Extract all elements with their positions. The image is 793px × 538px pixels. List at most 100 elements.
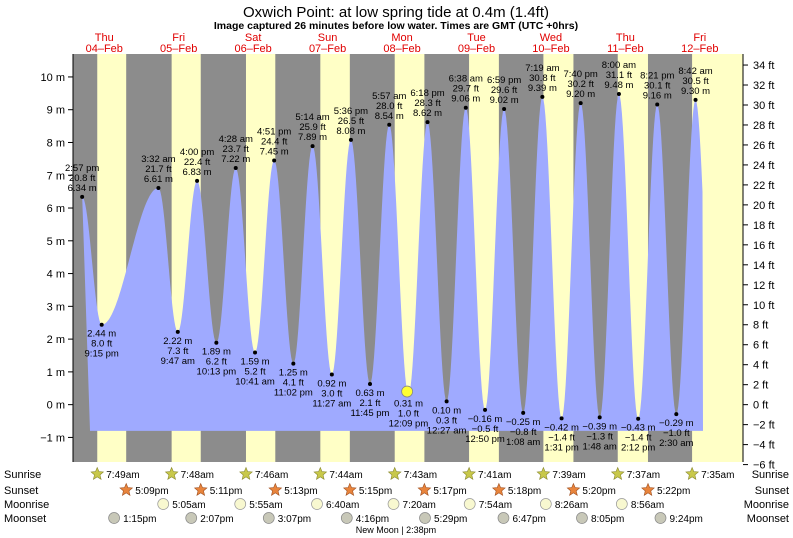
left-tick-label: 5 m (47, 236, 65, 248)
moonset-time: 6:47pm (512, 514, 545, 525)
moonset-time: 4:16pm (356, 514, 389, 525)
right-tick-label: 18 ft (753, 220, 774, 232)
moonrise-icon (311, 498, 323, 510)
moonset-icon (419, 512, 431, 524)
day-of-week: Fri (172, 32, 185, 44)
low-tide-metres: −0.42 m (544, 422, 579, 433)
row-label-left-sunrise: Sunrise (4, 469, 41, 481)
moonset-time: 2:07pm (200, 514, 233, 525)
right-tick-label: 32 ft (753, 80, 774, 92)
sunset-icon (342, 482, 357, 496)
right-tick-label: 26 ft (753, 140, 774, 152)
high-tide-time: 5:14 am (295, 112, 329, 123)
low-tide-metres: 0.31 m (394, 398, 423, 409)
sunrise-icon (90, 466, 105, 480)
sunrise-icon (313, 466, 328, 480)
sunset-icon (641, 482, 655, 496)
high-tide-feet: 28.3 ft (414, 98, 441, 109)
low-tide-feet: 1.0 ft (398, 408, 419, 419)
high-tide-feet: 30.1 ft (644, 80, 671, 91)
high-tide-metres: 9.48 m (604, 80, 633, 91)
right-tick-label: 8 ft (753, 320, 768, 332)
day-date: 06–Feb (234, 43, 271, 55)
tide-extreme-point (578, 101, 583, 106)
moonset-icon (497, 512, 510, 524)
sunset-icon (268, 482, 283, 496)
high-tide-feet: 21.7 ft (145, 164, 172, 175)
high-tide-feet: 22.4 ft (184, 157, 211, 168)
tide-curve-layer (82, 94, 703, 431)
high-tide-feet: 29.7 ft (453, 84, 480, 95)
tide-extreme-point (636, 416, 641, 421)
tide-extreme-point (348, 137, 353, 142)
tide-extreme-point (99, 322, 104, 327)
tide-extreme-point (310, 144, 315, 149)
day-of-week: Thu (95, 32, 114, 44)
tide-extreme-point (559, 416, 564, 421)
high-tide-feet: 26.5 ft (338, 116, 365, 127)
right-tick-label: 16 ft (753, 240, 774, 252)
low-tide-metres: 0.10 m (432, 405, 461, 416)
sunrise-time: 7:48am (181, 470, 214, 481)
day-date: 07–Feb (309, 43, 346, 55)
day-of-week: Sun (318, 32, 338, 44)
high-tide-metres: 8.62 m (413, 108, 442, 119)
tide-extreme-point (674, 412, 679, 417)
day-headers: Thu04–FebFri05–FebSat06–FebSun07–FebMon0… (86, 32, 719, 55)
low-tide-time: 1:31 pm (544, 442, 578, 453)
high-tide-metres: 9.06 m (451, 94, 480, 105)
moonset-icon (576, 512, 588, 524)
high-tide-time: 6:18 pm (410, 88, 444, 99)
sunset-time: 5:18pm (508, 486, 541, 497)
moonrise-icon (615, 498, 628, 510)
high-tide-time: 8:00 am (602, 60, 636, 71)
row-label-left-moonrise: Moonrise (4, 499, 49, 511)
low-tide-feet: −1.3 ft (586, 431, 613, 442)
right-tick-label: 22 ft (753, 180, 774, 192)
low-tide-time: 2:12 pm (621, 443, 655, 454)
sunrise-icon (462, 466, 476, 480)
high-tide-metres: 9.02 m (490, 95, 519, 106)
high-tide-metres: 9.20 m (566, 89, 595, 100)
right-tick-label: −4 ft (753, 440, 775, 452)
sunset-icon (119, 482, 134, 496)
tide-extreme-point (540, 94, 545, 99)
low-tide-time: 12:09 pm (389, 418, 429, 429)
low-tide-time: 9:47 am (161, 356, 195, 367)
day-of-week: Sat (245, 32, 262, 44)
moonset-icon (654, 512, 667, 524)
tide-extreme-point (444, 399, 449, 404)
tide-extreme-point (214, 340, 219, 345)
day-of-week: Wed (540, 32, 562, 44)
day-of-week: Mon (391, 32, 412, 44)
low-tide-feet: 5.2 ft (244, 367, 265, 378)
moonrise-time: 7:20am (403, 500, 436, 511)
moonrise-time: 5:55am (249, 500, 282, 511)
day-date: 09–Feb (458, 43, 495, 55)
tide-extreme-point (80, 194, 85, 199)
sunrise-icon (239, 466, 253, 480)
low-tide-time: 10:13 pm (197, 367, 237, 378)
row-label-right-moonrise: Moonrise (744, 499, 789, 511)
high-tide-feet: 29.6 ft (491, 85, 518, 96)
high-tide-feet: 25.9 ft (299, 122, 326, 133)
low-tide-feet: −1.0 ft (663, 428, 690, 439)
sunrise-icon (387, 466, 402, 480)
high-tide-time: 6:38 am (449, 74, 483, 85)
moonset-icon (262, 512, 275, 524)
low-tide-metres: −0.25 m (506, 417, 541, 428)
high-tide-feet: 24.4 ft (261, 137, 288, 148)
high-tide-time: 8:21 pm (640, 70, 674, 81)
low-tide-metres: 1.59 m (241, 357, 270, 368)
sunset-time: 5:17pm (433, 486, 466, 497)
low-tide-time: 11:02 pm (274, 388, 313, 399)
sunset-time: 5:15pm (359, 486, 392, 497)
low-tide-metres: −0.29 m (659, 418, 694, 429)
low-tide-metres: 1.25 m (279, 368, 308, 379)
tide-extreme-point (156, 186, 161, 191)
row-label-right-sunset: Sunset (755, 485, 789, 497)
row-label-right-sunrise: Sunrise (752, 469, 789, 481)
low-tide-feet: −1.4 ft (548, 432, 575, 443)
sunrise-time: 7:49am (106, 470, 139, 481)
